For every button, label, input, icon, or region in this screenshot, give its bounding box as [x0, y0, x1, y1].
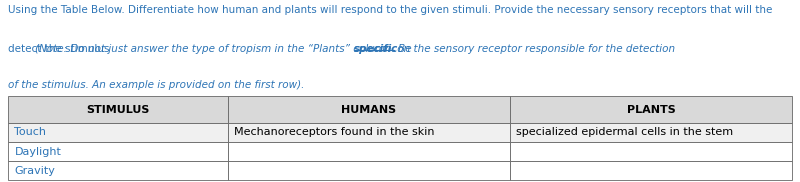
- Text: Using the Table Below. Differentiate how human and plants will respond to the gi: Using the Table Below. Differentiate how…: [8, 5, 772, 15]
- Text: Gravity: Gravity: [14, 166, 55, 176]
- Text: on the sensory receptor responsible for the detection: on the sensory receptor responsible for …: [394, 44, 675, 54]
- Text: of the stimulus. An example is provided on the first row).: of the stimulus. An example is provided …: [8, 80, 304, 90]
- Text: Daylight: Daylight: [14, 147, 62, 157]
- Text: detect the stimulus: detect the stimulus: [8, 44, 113, 54]
- Text: specific: specific: [354, 44, 398, 54]
- Text: specialized epidermal cells in the stem: specialized epidermal cells in the stem: [516, 127, 734, 137]
- Text: Touch: Touch: [14, 127, 46, 137]
- Text: HUMANS: HUMANS: [341, 105, 396, 115]
- Text: Mechanoreceptors found in the skin: Mechanoreceptors found in the skin: [234, 127, 434, 137]
- Text: PLANTS: PLANTS: [626, 105, 675, 115]
- Text: STIMULUS: STIMULUS: [86, 105, 150, 115]
- Text: (Note: Do not just answer the type of tropism in the “Plants” column. Be: (Note: Do not just answer the type of tr…: [35, 44, 415, 54]
